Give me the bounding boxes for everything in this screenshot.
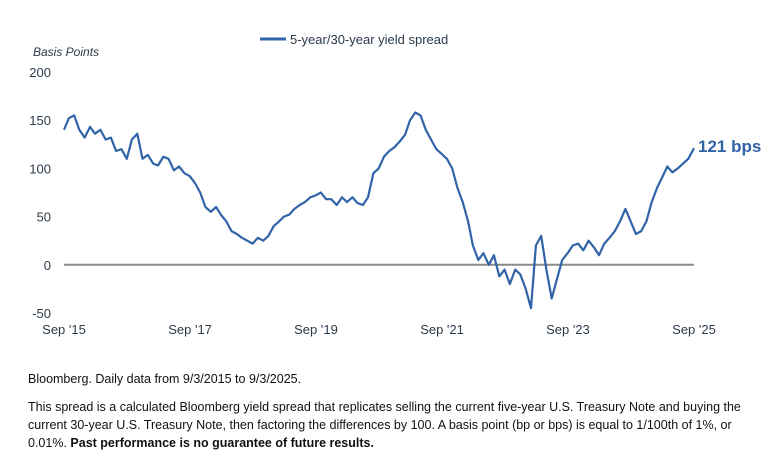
x-tick-label: Sep '17 [168,322,212,337]
y-tick-label: 50 [37,210,51,225]
y-tick-label: 0 [44,258,51,273]
series-line-5y30y-spread [62,111,695,310]
source-note: Bloomberg. Daily data from 9/3/2015 to 9… [28,372,302,386]
y-tick-label: -50 [32,306,51,321]
y-tick-label: 200 [29,65,51,80]
description-note: This spread is a calculated Bloomberg yi… [28,398,773,452]
chart-legend: 5-year/30-year yield spread [260,32,448,47]
legend-label: 5-year/30-year yield spread [290,32,448,47]
y-tick-label: 150 [29,113,51,128]
x-tick-label: Sep '21 [420,322,464,337]
disclaimer-text: Past performance is no guarantee of futu… [70,436,374,450]
x-tick-label: Sep '15 [42,322,86,337]
x-tick-label: Sep '25 [672,322,716,337]
y-tick-label: 100 [29,161,51,176]
end-value-label: 121 bps [698,137,761,156]
x-tick-label: Sep '19 [294,322,338,337]
x-tick-label: Sep '23 [546,322,590,337]
yield-spread-chart: 5-year/30-year yield spread Basis Points… [29,32,761,337]
description-text: This spread is a calculated Bloomberg yi… [28,400,741,450]
y-axis-label: Basis Points [33,45,99,59]
